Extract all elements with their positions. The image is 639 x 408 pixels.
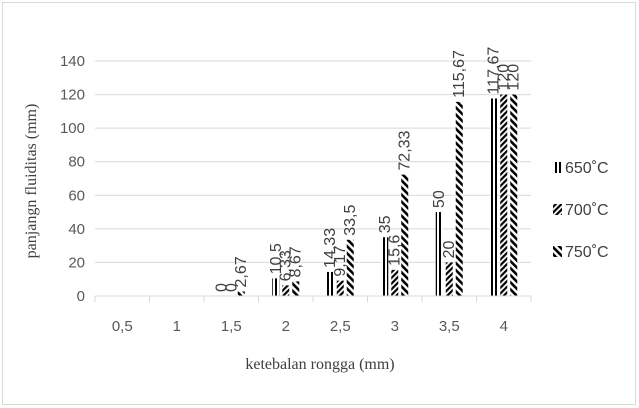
bar-700-4	[500, 94, 508, 296]
data-label: 33,5	[342, 205, 359, 236]
x-tick-label: 1,5	[221, 318, 242, 335]
bar-650-3,5	[435, 212, 443, 296]
data-label: 120	[506, 64, 523, 91]
bar-700-3	[391, 269, 399, 296]
y-tick-label: 140	[60, 53, 85, 70]
legend-label: 700˚C	[565, 202, 609, 219]
y-tick-label: 0	[77, 288, 85, 305]
bar-750-1,5	[237, 291, 245, 296]
data-label: 50	[431, 190, 448, 208]
data-label: 115,67	[451, 50, 468, 98]
bar-750-2,5	[346, 239, 354, 296]
bar-650-4	[490, 98, 498, 296]
bar-750-2	[292, 281, 300, 296]
y-tick-label: 40	[68, 221, 85, 238]
legend-swatch	[553, 204, 562, 215]
bar-650-2,5	[326, 271, 334, 296]
data-label: 14,33	[322, 228, 339, 268]
data-label: 8,67	[288, 246, 305, 277]
bar-650-3	[381, 237, 389, 296]
x-tick-label: 4	[500, 318, 508, 335]
data-label: 35	[377, 215, 394, 233]
legend-swatch	[553, 246, 562, 257]
y-tick-label: 60	[68, 187, 85, 204]
x-tick-label: 0,5	[112, 318, 133, 335]
legend-swatch	[553, 162, 562, 173]
y-tick-label: 80	[68, 154, 85, 171]
y-tick-label: 120	[60, 87, 85, 104]
data-label: 2,67	[233, 256, 250, 287]
bar-700-3,5	[445, 262, 453, 296]
x-tick-label: 1	[173, 318, 181, 335]
x-axis-title: ketebalan rongga (mm)	[245, 356, 394, 373]
x-tick-label: 3	[391, 318, 399, 335]
x-tick-label: 2	[282, 318, 290, 335]
data-label: 9,17	[332, 245, 349, 276]
bar-650-2	[272, 278, 280, 296]
y-tick-label: 100	[60, 120, 85, 137]
bar-750-3	[401, 174, 409, 296]
data-label: 117,67	[486, 47, 503, 95]
data-label: 6,33	[278, 250, 295, 281]
legend: 650˚C 700˚C 750˚C	[553, 160, 609, 261]
data-label: 0	[223, 283, 240, 292]
bar-700-2	[282, 285, 290, 296]
data-label: 120	[496, 64, 513, 91]
data-label: 15,6	[387, 235, 404, 266]
y-axis-title: panjangn fluiditas (mm)	[23, 104, 40, 259]
data-label: 20	[441, 241, 458, 259]
data-label: 72,33	[397, 130, 414, 170]
data-label: 0	[213, 283, 230, 292]
legend-label: 650˚C	[565, 160, 609, 177]
bar-750-4	[510, 94, 518, 296]
y-tick-label: 20	[68, 254, 85, 271]
bar-750-3,5	[455, 101, 463, 296]
legend-label: 750˚C	[565, 244, 609, 261]
data-label: 10,5	[268, 243, 285, 274]
x-tick-label: 3,5	[439, 318, 460, 335]
bar-700-2,5	[336, 280, 344, 296]
x-tick-label: 2,5	[330, 318, 351, 335]
